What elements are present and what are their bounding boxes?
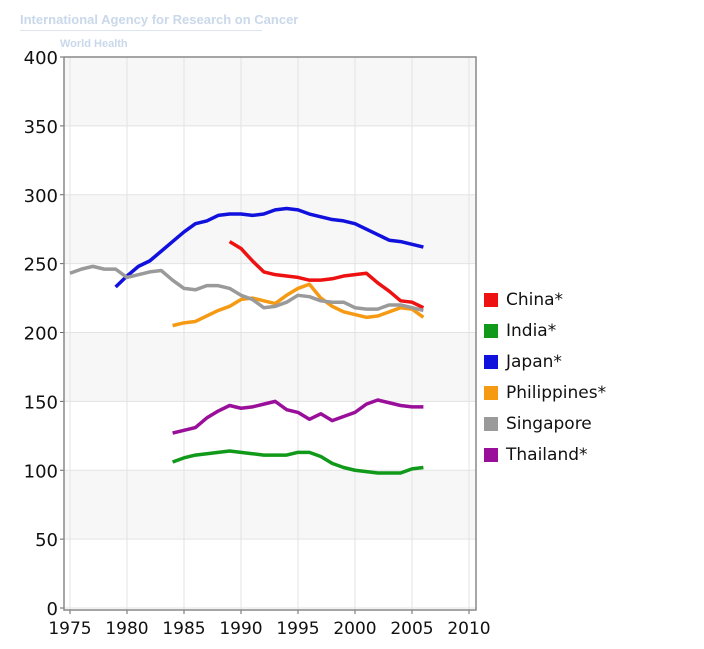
legend-swatch (484, 416, 498, 431)
x-tick-label: 1980 (105, 619, 148, 639)
y-tick-label: 350 (24, 117, 58, 138)
grid-band (64, 57, 476, 126)
iarc-watermark: International Agency for Research on Can… (20, 12, 299, 31)
legend-swatch (484, 447, 498, 462)
series-line-philippines (172, 282, 425, 328)
legend-item: Japan* (484, 346, 606, 377)
series-line-singapore (69, 264, 424, 313)
legend-item: Singapore (484, 408, 606, 439)
grid-band (64, 470, 476, 540)
plot-border (63, 56, 477, 611)
y-tick-label: 150 (24, 392, 58, 413)
legend-swatch (484, 385, 498, 400)
who-watermark: World Health (60, 38, 128, 50)
y-tick-label: 250 (24, 255, 58, 276)
y-tick-label: 300 (24, 186, 58, 207)
legend-label: Japan* (506, 351, 562, 372)
x-tick-label: 2000 (333, 619, 376, 639)
grid-band (64, 332, 476, 402)
x-tick-label: 1995 (276, 619, 319, 639)
legend-item: Thailand* (484, 439, 606, 470)
legend: China* India* Japan* Philippines* Singapore T… (484, 284, 606, 470)
x-tick-label: 1985 (162, 619, 205, 639)
legend-label: Singapore (506, 413, 592, 434)
legend-label: China* (506, 289, 564, 310)
legend-item: China* (484, 284, 606, 315)
legend-swatch (484, 292, 498, 307)
grid-band (64, 194, 476, 264)
x-tick-label: 1975 (48, 619, 91, 639)
legend-label: Thailand* (506, 444, 588, 465)
y-tick-label: 50 (35, 530, 58, 551)
legend-item: India* (484, 315, 606, 346)
series-line-thailand (172, 398, 424, 435)
x-tick-label: 2010 (447, 619, 490, 639)
legend-swatch (484, 323, 498, 338)
legend-item: Philippines* (484, 377, 606, 408)
y-tick-label: 200 (24, 324, 58, 345)
y-tick-label: 0 (47, 599, 58, 620)
watermark-text-2: World Health (60, 38, 128, 50)
legend-label: India* (506, 320, 557, 341)
y-tick-label: 100 (24, 461, 58, 482)
series-line-china (228, 240, 425, 310)
legend-label: Philippines* (506, 382, 607, 403)
series-line-india (172, 449, 424, 475)
watermark-text: International Agency for Research on Can… (20, 12, 299, 27)
legend-swatch (484, 354, 498, 369)
x-tick-label: 2005 (390, 619, 433, 639)
series-line-japan (114, 206, 424, 289)
x-tick-label: 1990 (219, 619, 262, 639)
y-tick-label: 400 (24, 48, 58, 69)
